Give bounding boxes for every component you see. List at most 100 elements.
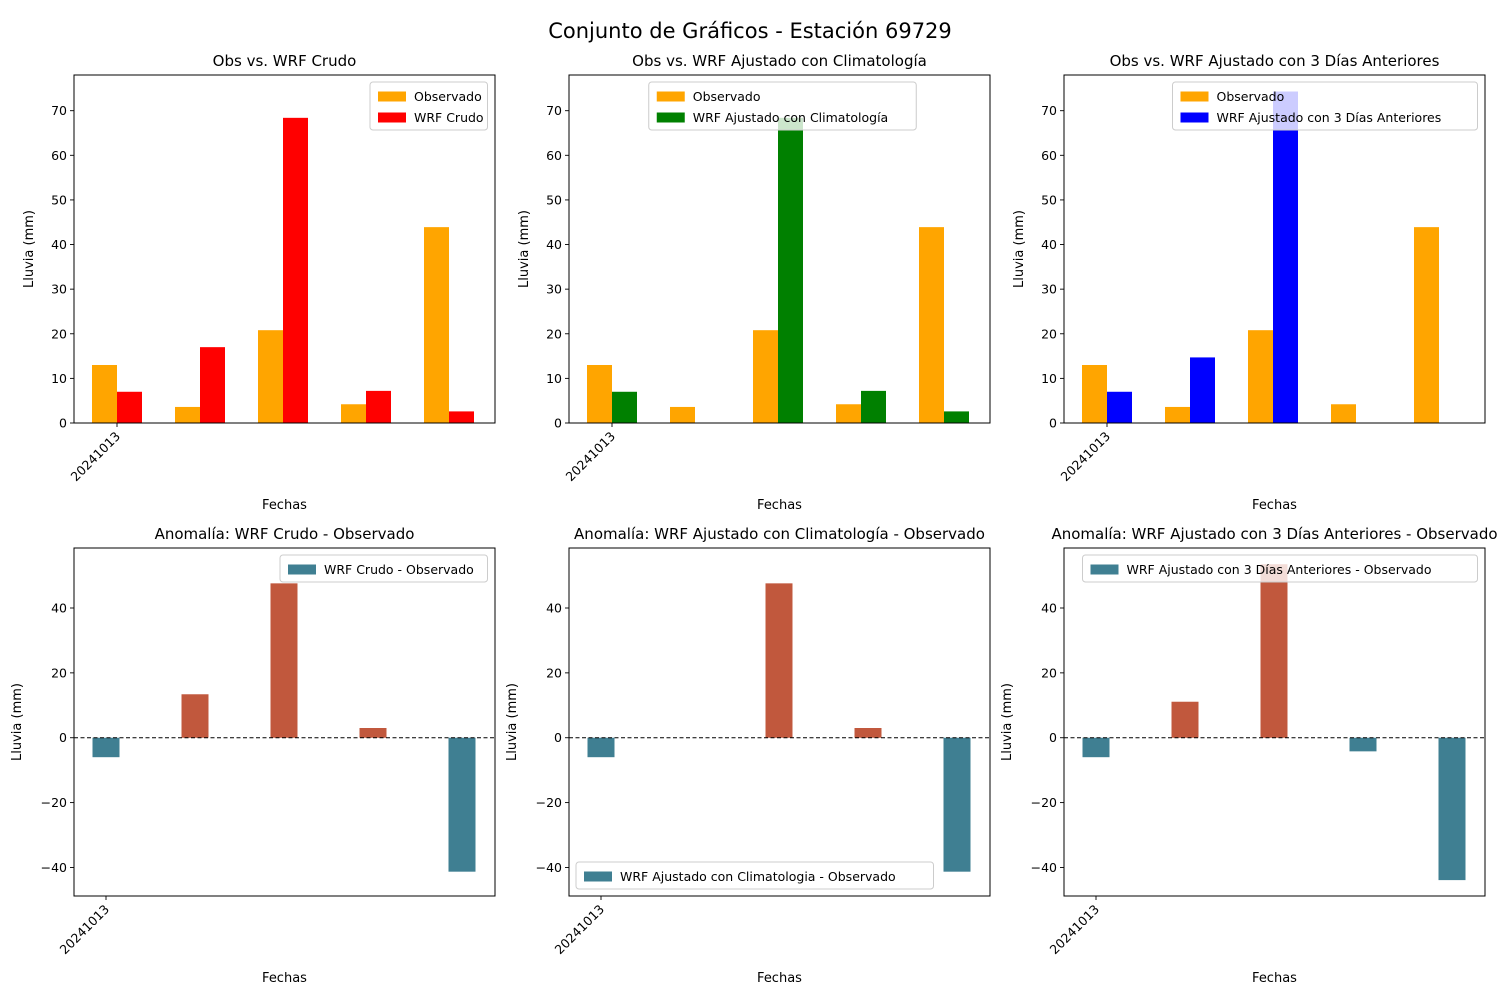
legend-swatch xyxy=(656,91,685,102)
x-tick-label: 20241013 xyxy=(552,902,608,958)
legend: Observado WRF Ajustado con 3 Días Anterio… xyxy=(1172,81,1478,131)
bar-anomaly xyxy=(765,583,793,738)
bar-wrf xyxy=(200,347,225,423)
bar-observado xyxy=(92,365,117,423)
y-tick-label: −20 xyxy=(41,795,67,810)
legend: WRF Crudo - Observado xyxy=(279,554,488,583)
bar-wrf xyxy=(1107,391,1132,423)
bar-anomaly xyxy=(359,728,387,738)
y-tick-label: −20 xyxy=(1031,795,1057,810)
y-tick-label: 30 xyxy=(51,282,67,297)
y-tick-label: 40 xyxy=(546,237,562,252)
y-tick-label: 0 xyxy=(1049,730,1057,745)
legend-swatch xyxy=(1180,112,1209,123)
y-tick-label: 50 xyxy=(51,192,67,207)
legend-box xyxy=(575,861,934,890)
legend-swatch xyxy=(1180,91,1209,102)
legend-entry: WRF Ajustado con 3 Días Anteriores xyxy=(1217,110,1442,125)
bar-observado xyxy=(670,406,695,423)
legend: WRF Ajustado con Climatologia - Observad… xyxy=(575,861,934,890)
bar-wrf xyxy=(449,411,474,423)
subplot-3: Obs vs. WRF Ajustado con 3 Días Anterior… xyxy=(1012,52,1486,513)
bar-anomaly xyxy=(448,737,476,872)
legend-swatch xyxy=(378,112,406,123)
y-tick-label: 20 xyxy=(1041,665,1057,680)
y-tick-label: −40 xyxy=(536,860,562,875)
legend-box xyxy=(1172,81,1478,131)
y-tick-label: 40 xyxy=(51,601,67,616)
y-tick-label: 30 xyxy=(1041,282,1057,297)
subplot-title: Anomalía: WRF Ajustado con 3 Días Anteri… xyxy=(1051,525,1497,543)
y-tick-label: 20 xyxy=(51,326,67,341)
bar-anomaly xyxy=(92,737,120,758)
bar-anomaly xyxy=(943,737,971,872)
bar-observado xyxy=(1331,404,1356,423)
bar-observado xyxy=(341,404,366,423)
subplot-5: Anomalía: WRF Ajustado con Climatología … xyxy=(505,525,991,986)
bar-observado xyxy=(1248,330,1273,423)
subplot-title: Obs vs. WRF Ajustado con Climatología xyxy=(632,52,927,70)
y-tick-label: 40 xyxy=(1041,237,1057,252)
bar-wrf xyxy=(612,391,637,423)
legend-swatch xyxy=(584,871,612,882)
bar-anomaly xyxy=(1438,737,1466,881)
legend-swatch xyxy=(656,112,685,123)
subplot-title: Anomalía: WRF Ajustado con Climatología … xyxy=(574,525,985,543)
y-tick-label: 60 xyxy=(51,148,67,163)
y-tick-label: 60 xyxy=(1041,148,1057,163)
bar-wrf xyxy=(861,390,886,423)
axes-frame xyxy=(73,547,496,897)
bar-anomaly xyxy=(270,583,298,738)
y-tick-label: 0 xyxy=(1049,416,1057,431)
y-tick-label: 20 xyxy=(546,326,562,341)
x-axis-label: Fechas xyxy=(262,498,307,513)
y-tick-label: 70 xyxy=(1041,103,1057,118)
y-tick-label: 60 xyxy=(546,148,562,163)
bar-observado xyxy=(1165,406,1190,423)
bar-wrf xyxy=(117,391,142,423)
y-tick-label: −20 xyxy=(536,795,562,810)
bar-observado xyxy=(175,406,200,423)
y-axis-label: Lluvia (mm) xyxy=(505,683,520,761)
y-tick-label: 10 xyxy=(1041,371,1057,386)
bar-observado xyxy=(753,330,778,423)
axes-frame xyxy=(568,74,991,424)
legend-entry: WRF Crudo xyxy=(414,110,484,125)
y-tick-label: 20 xyxy=(546,665,562,680)
x-axis-label: Fechas xyxy=(1252,498,1297,513)
x-axis-label: Fechas xyxy=(1252,971,1297,986)
y-tick-label: 10 xyxy=(546,371,562,386)
y-tick-label: 10 xyxy=(51,371,67,386)
subplot-title: Obs vs. WRF Ajustado con 3 Días Anterior… xyxy=(1110,52,1440,70)
legend: Observado WRF Crudo xyxy=(369,81,488,131)
bar-anomaly xyxy=(181,694,209,738)
y-tick-label: 0 xyxy=(59,416,67,431)
x-tick-label: 20241013 xyxy=(68,429,124,485)
axes-frame xyxy=(1063,74,1486,424)
y-axis-label: Lluvia (mm) xyxy=(517,210,532,288)
legend-entry: WRF Ajustado con 3 Días Anteriores - Obs… xyxy=(1127,562,1432,577)
y-tick-label: 20 xyxy=(1041,326,1057,341)
bar-wrf xyxy=(1273,91,1298,423)
legend-entry: Observado xyxy=(414,89,482,104)
bar-observado xyxy=(836,404,861,423)
y-axis-label: Lluvia (mm) xyxy=(1000,683,1015,761)
y-tick-label: 0 xyxy=(59,730,67,745)
y-tick-label: 40 xyxy=(546,601,562,616)
bar-wrf xyxy=(1190,357,1215,423)
subplot-6: Anomalía: WRF Ajustado con 3 Días Anteri… xyxy=(1000,525,1498,986)
legend-box xyxy=(648,81,917,131)
bar-anomaly xyxy=(1171,701,1199,738)
axes-frame xyxy=(568,547,991,897)
subplot-title: Anomalía: WRF Crudo - Observado xyxy=(155,525,415,543)
bar-observado xyxy=(919,227,944,423)
legend-entry: WRF Crudo - Observado xyxy=(324,562,474,577)
subplot-1: Obs vs. WRF Crudo 0 10 20 30 40 50 60 70 20241013… xyxy=(22,52,496,513)
y-tick-label: 50 xyxy=(546,192,562,207)
y-tick-label: 70 xyxy=(546,103,562,118)
legend-swatch xyxy=(378,91,406,102)
bar-wrf xyxy=(366,390,391,423)
bar-anomaly xyxy=(854,728,882,738)
y-tick-label: 50 xyxy=(1041,192,1057,207)
legend-entry: Observado xyxy=(1217,89,1285,104)
